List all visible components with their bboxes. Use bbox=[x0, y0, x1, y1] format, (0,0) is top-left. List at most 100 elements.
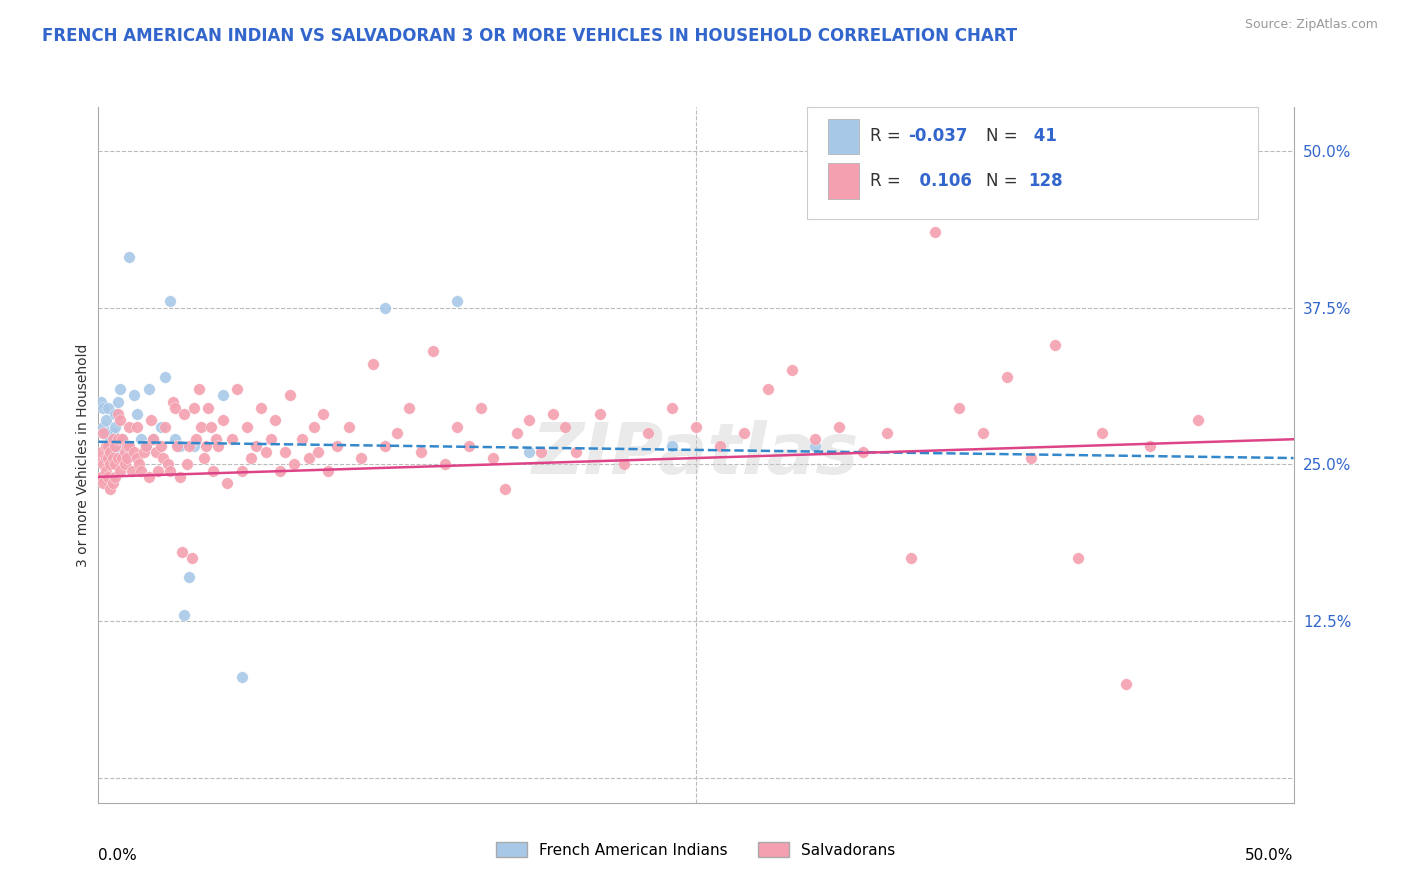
Point bbox=[350, 451, 373, 466]
Point bbox=[111, 432, 134, 446]
Point bbox=[142, 432, 165, 446]
Point bbox=[169, 438, 191, 452]
Point bbox=[195, 438, 218, 452]
Point bbox=[131, 464, 153, 478]
Point bbox=[211, 413, 233, 427]
Text: 128: 128 bbox=[1028, 172, 1063, 190]
Point bbox=[169, 470, 191, 484]
Point bbox=[900, 551, 922, 566]
Point bbox=[97, 470, 120, 484]
Legend: French American Indians, Salvadorans: French American Indians, Salvadorans bbox=[496, 842, 896, 858]
Point bbox=[948, 401, 970, 415]
Point bbox=[411, 444, 433, 458]
Point bbox=[118, 419, 141, 434]
Point bbox=[101, 444, 124, 458]
Point bbox=[149, 419, 172, 434]
Point bbox=[494, 483, 516, 497]
Point bbox=[231, 670, 253, 684]
Text: Source: ZipAtlas.com: Source: ZipAtlas.com bbox=[1244, 18, 1378, 31]
Point bbox=[1091, 425, 1114, 440]
Point bbox=[190, 419, 212, 434]
Point bbox=[193, 451, 215, 466]
Point bbox=[434, 458, 457, 472]
Point bbox=[124, 444, 146, 458]
Point bbox=[200, 419, 222, 434]
Text: N =: N = bbox=[986, 128, 1022, 145]
Point bbox=[756, 382, 779, 396]
Text: FRENCH AMERICAN INDIAN VS SALVADORAN 3 OR MORE VEHICLES IN HOUSEHOLD CORRELATION: FRENCH AMERICAN INDIAN VS SALVADORAN 3 O… bbox=[42, 27, 1018, 45]
Point bbox=[506, 425, 529, 440]
Point bbox=[186, 432, 208, 446]
Point bbox=[183, 401, 205, 415]
Point bbox=[101, 451, 124, 466]
Point bbox=[517, 444, 540, 458]
Point bbox=[94, 438, 117, 452]
Point bbox=[138, 470, 160, 484]
Point bbox=[339, 419, 361, 434]
Point bbox=[91, 458, 114, 472]
Point bbox=[149, 438, 172, 452]
Point bbox=[108, 413, 131, 427]
Point bbox=[312, 407, 335, 421]
Point bbox=[90, 451, 112, 466]
Text: N =: N = bbox=[986, 172, 1022, 190]
Point bbox=[470, 401, 492, 415]
Point bbox=[661, 401, 683, 415]
Point bbox=[226, 382, 249, 396]
Point bbox=[91, 419, 114, 434]
Point bbox=[135, 438, 157, 452]
Point bbox=[302, 419, 325, 434]
Point bbox=[115, 451, 138, 466]
Point bbox=[104, 458, 127, 472]
Point bbox=[163, 432, 186, 446]
Point bbox=[98, 483, 122, 497]
Point bbox=[1043, 338, 1066, 352]
Point bbox=[91, 401, 114, 415]
Point bbox=[207, 438, 229, 452]
Point bbox=[422, 344, 444, 359]
Point bbox=[138, 382, 160, 396]
Point bbox=[155, 369, 177, 384]
Point bbox=[530, 444, 553, 458]
Point bbox=[94, 425, 117, 440]
Point bbox=[132, 444, 155, 458]
Point bbox=[97, 401, 120, 415]
Point bbox=[108, 382, 131, 396]
Point bbox=[91, 476, 114, 491]
Point bbox=[152, 451, 174, 466]
Point bbox=[173, 607, 195, 622]
Point bbox=[481, 451, 505, 466]
Point bbox=[374, 301, 396, 315]
Point bbox=[197, 401, 219, 415]
Point bbox=[235, 419, 257, 434]
Point bbox=[104, 470, 127, 484]
Point bbox=[121, 464, 143, 478]
Point bbox=[90, 444, 112, 458]
Y-axis label: 3 or more Vehicles in Household: 3 or more Vehicles in Household bbox=[76, 343, 90, 566]
Point bbox=[115, 438, 138, 452]
Point bbox=[554, 419, 576, 434]
Point bbox=[446, 419, 468, 434]
Point bbox=[924, 226, 946, 240]
Point bbox=[264, 413, 287, 427]
Point bbox=[187, 382, 209, 396]
Point bbox=[780, 363, 803, 377]
Point bbox=[94, 451, 117, 466]
Point bbox=[385, 425, 409, 440]
Point bbox=[94, 413, 117, 427]
Point bbox=[115, 444, 138, 458]
Point bbox=[114, 458, 136, 472]
Point bbox=[637, 425, 659, 440]
Point bbox=[97, 451, 120, 466]
Point bbox=[107, 432, 129, 446]
Point bbox=[217, 476, 239, 491]
Point bbox=[1115, 676, 1137, 690]
Point bbox=[131, 432, 153, 446]
Point bbox=[118, 438, 141, 452]
Point bbox=[972, 425, 994, 440]
Text: ZIPatlas: ZIPatlas bbox=[533, 420, 859, 490]
Point bbox=[541, 407, 564, 421]
Point bbox=[125, 419, 148, 434]
Point bbox=[118, 251, 141, 265]
Point bbox=[685, 419, 707, 434]
